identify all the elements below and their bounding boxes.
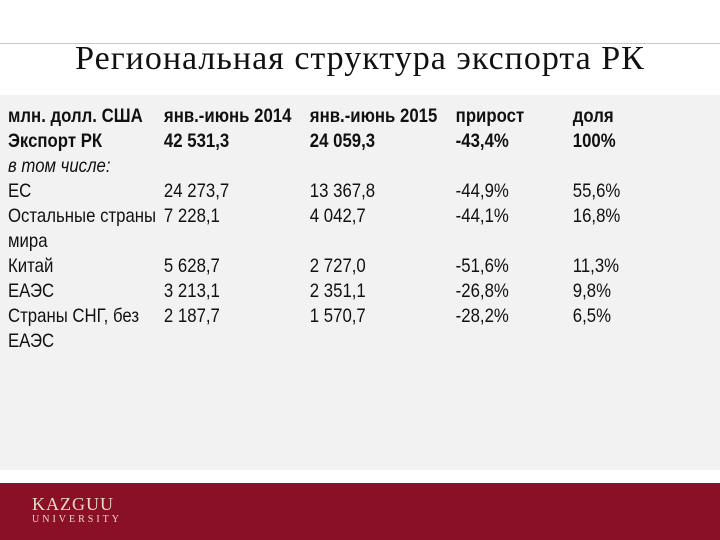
table-row: Остальные страны 7 228,1 4 042,7 -44,1% … — [8, 204, 620, 229]
table-row-continuation: ЕАЭС — [8, 329, 620, 354]
subheading-row: в том числе: — [8, 154, 620, 179]
total-row: Экспорт РК 42 531,3 24 059,3 -43,4% 100% — [8, 129, 620, 154]
row-2014: 24 273,7 — [163, 180, 230, 202]
row-2015: 2 727,0 — [309, 255, 366, 277]
row-2014: 7 228,1 — [163, 205, 220, 227]
row-2015: 4 042,7 — [309, 205, 366, 227]
row-label: Страны СНГ, без — [8, 305, 140, 327]
row-growth: -28,2% — [455, 305, 509, 327]
table-row: Китай 5 628,7 2 727,0 -51,6% 11,3% — [8, 254, 620, 279]
row-2014: 2 187,7 — [163, 305, 220, 327]
row-share: 6,5% — [572, 305, 611, 327]
row-label: ЕАЭС — [8, 280, 55, 302]
row-label: Китай — [8, 255, 54, 277]
row-2014: 3 213,1 — [163, 280, 220, 302]
row-growth: -51,6% — [455, 255, 509, 277]
export-table: млн. долл. США янв.-июнь 2014 янв.-июнь … — [8, 104, 620, 354]
subheading-text: в том числе: — [8, 155, 111, 177]
row-label: ЕС — [8, 180, 32, 202]
table-row: ЕАЭС 3 213,1 2 351,1 -26,8% 9,8% — [8, 279, 620, 304]
total-label: Экспорт РК — [8, 130, 103, 152]
table-header-row: млн. долл. США янв.-июнь 2014 янв.-июнь … — [8, 104, 620, 129]
table-row-continuation: мира — [8, 229, 620, 254]
slide-title: Региональная структура экспорта РК — [75, 40, 645, 77]
row-2015: 1 570,7 — [309, 305, 366, 327]
header-2015: янв.-июнь 2015 — [309, 105, 438, 127]
header-growth: прирост — [455, 105, 525, 127]
total-share: 100% — [572, 130, 616, 152]
row-growth: -44,9% — [455, 180, 509, 202]
table-row: ЕС 24 273,7 13 367,8 -44,9% 55,6% — [8, 179, 620, 204]
row-2015: 2 351,1 — [309, 280, 366, 302]
header-2014: янв.-июнь 2014 — [163, 105, 292, 127]
footer-bar — [0, 483, 720, 540]
total-2015: 24 059,3 — [309, 130, 376, 152]
table-panel — [0, 95, 720, 470]
header-share: доля — [572, 105, 614, 127]
kazguu-logo: KAZGUU UNIVERSITY — [32, 494, 122, 526]
total-2014: 42 531,3 — [163, 130, 230, 152]
row-2015: 13 367,8 — [309, 180, 376, 202]
row-2014: 5 628,7 — [163, 255, 220, 277]
row-share: 11,3% — [572, 255, 620, 277]
row-growth: -26,8% — [455, 280, 509, 302]
row-label-continuation: мира — [8, 230, 48, 252]
row-share: 9,8% — [572, 280, 611, 302]
logo-sub-text: UNIVERSITY — [32, 514, 122, 525]
row-label-continuation: ЕАЭС — [8, 330, 55, 352]
logo-main-text: KAZGUU — [32, 494, 114, 514]
row-growth: -44,1% — [455, 205, 509, 227]
row-share: 16,8% — [572, 205, 621, 227]
table-row: Страны СНГ, без 2 187,7 1 570,7 -28,2% 6… — [8, 304, 620, 329]
total-growth: -43,4% — [455, 130, 509, 152]
row-label: Остальные страны — [8, 205, 157, 227]
header-units: млн. долл. США — [8, 105, 143, 127]
row-share: 55,6% — [572, 180, 621, 202]
top-divider — [0, 43, 720, 44]
